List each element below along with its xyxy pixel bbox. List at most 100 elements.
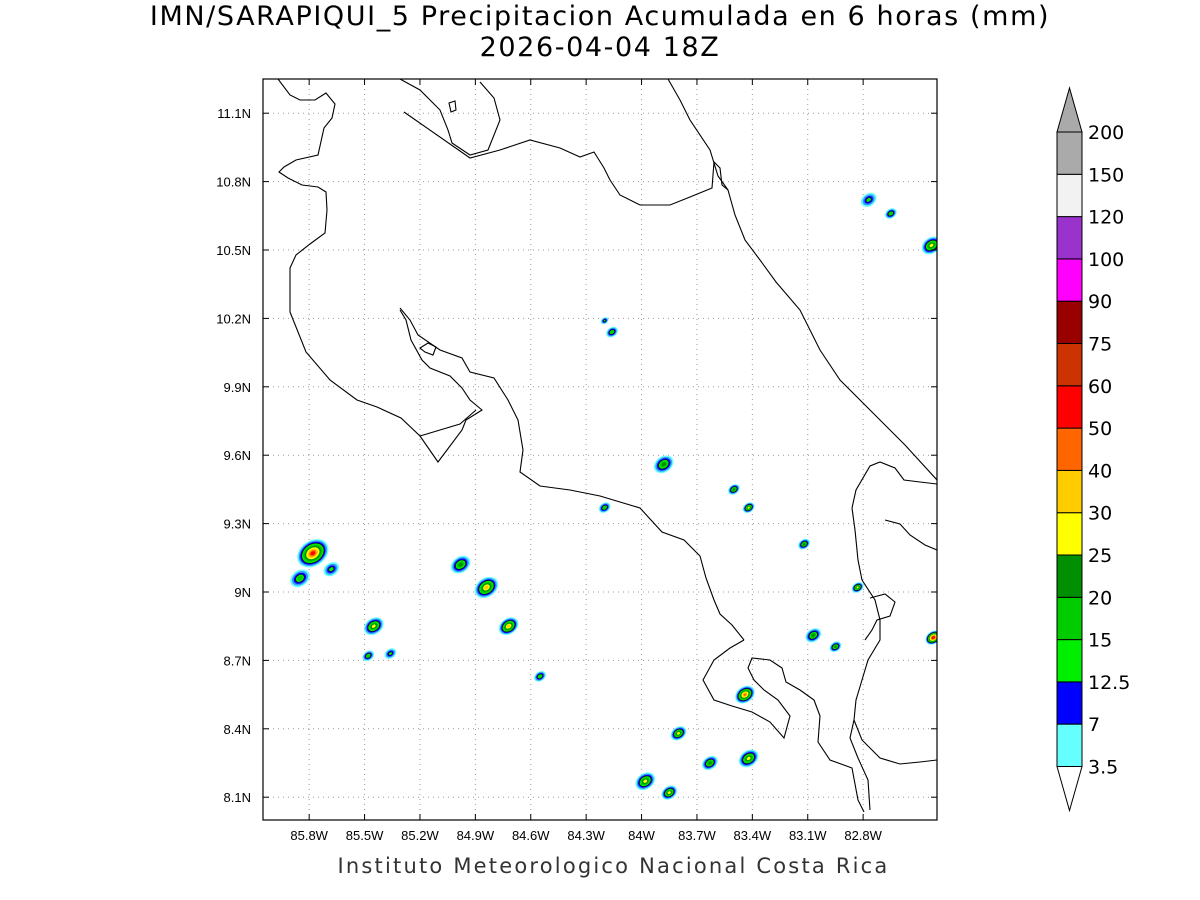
rain-contour-6 bbox=[661, 462, 666, 467]
rain-cell bbox=[860, 192, 877, 207]
credit-footer: Instituto Meteorologico Nacional Costa R… bbox=[337, 854, 890, 878]
rain-cell bbox=[364, 617, 384, 636]
rain-cell bbox=[297, 539, 329, 568]
rain-cell bbox=[534, 671, 546, 682]
rain-contour-11 bbox=[932, 636, 935, 639]
colorbar-level-label: 90 bbox=[1088, 291, 1112, 313]
rain-contour-4 bbox=[603, 319, 607, 323]
rain-cell bbox=[290, 569, 310, 588]
rain-contour-8 bbox=[484, 585, 489, 590]
colorbar-level-label: 60 bbox=[1088, 376, 1112, 398]
colorbar-level-label: 200 bbox=[1088, 122, 1124, 144]
rain-cell bbox=[653, 455, 674, 474]
rain-contour-5 bbox=[889, 212, 893, 215]
rain-contour-7 bbox=[667, 791, 671, 794]
rain-cell bbox=[323, 562, 340, 577]
colorbar-swatch bbox=[1056, 343, 1083, 387]
colorbar-level-label: 120 bbox=[1088, 207, 1124, 229]
colorbar-swatch bbox=[1056, 258, 1083, 302]
colorbar-level-label: 40 bbox=[1088, 460, 1112, 482]
rain-cell bbox=[851, 582, 864, 593]
chiriqui-lagoon-coast bbox=[864, 593, 896, 641]
colorbar-swatch bbox=[1056, 173, 1083, 218]
rain-contour-4 bbox=[388, 651, 393, 656]
rain-contour-5 bbox=[366, 654, 370, 658]
rain-contour-7 bbox=[856, 586, 859, 589]
colorbar-swatch bbox=[1056, 300, 1083, 345]
rain-contour-7 bbox=[929, 243, 934, 248]
colorbar-swatch bbox=[1056, 385, 1083, 429]
colorbar-level-label: 3.5 bbox=[1088, 757, 1118, 779]
y-tick-label: 10.5N bbox=[216, 243, 251, 258]
panama-border-south bbox=[849, 507, 881, 811]
rain-cell bbox=[598, 502, 611, 513]
rain-cell bbox=[742, 502, 755, 513]
colorbar-swatch bbox=[1056, 723, 1083, 768]
latitude-axis: 11.1N 10.8N 10.5N 10.2N 9.9N 9.6N 9.3N 9N 8.7N 8.… bbox=[216, 106, 937, 805]
y-tick-label: 8.4N bbox=[224, 722, 251, 737]
colorbar-level-label: 12.5 bbox=[1088, 672, 1130, 694]
bocas-coast bbox=[884, 519, 937, 551]
rain-cell bbox=[661, 785, 678, 800]
x-tick-label: 84.9W bbox=[457, 828, 495, 843]
colorbar-max-arrow bbox=[1056, 86, 1083, 133]
rain-contour-6 bbox=[802, 542, 806, 546]
rain-cell bbox=[474, 576, 499, 599]
rain-cell bbox=[728, 484, 740, 495]
coastline-borders bbox=[277, 79, 937, 813]
y-tick-label: 9.9N bbox=[224, 380, 251, 395]
longitude-axis: 85.8W 85.5W 85.2W 84.9W 84.6W 84.3W 84W 83.7W 83… bbox=[290, 79, 883, 843]
rain-contour-7 bbox=[746, 756, 751, 761]
x-tick-label: 84.3W bbox=[567, 828, 605, 843]
colorbar-swatch bbox=[1056, 512, 1083, 556]
rain-cell bbox=[738, 749, 759, 768]
colorbar-swatch bbox=[1056, 639, 1083, 683]
y-tick-label: 8.7N bbox=[224, 653, 251, 668]
rain-cell bbox=[884, 208, 897, 219]
rain-contour-6 bbox=[834, 645, 837, 648]
rain-contour-5 bbox=[297, 576, 303, 581]
rain-cell bbox=[600, 317, 609, 325]
rain-cell bbox=[362, 650, 375, 662]
rain-contour-9 bbox=[743, 693, 747, 696]
rain-contour-6 bbox=[732, 488, 736, 491]
x-tick-label: 83.7W bbox=[678, 828, 716, 843]
colorbar-legend: 3.5 7 12.5 15 20 25 30 40 50 60 75 90 100 120 150 200 bbox=[1056, 86, 1130, 813]
rain-contour-7 bbox=[643, 779, 648, 783]
colorbar-swatch bbox=[1056, 131, 1083, 175]
rain-contour-5 bbox=[603, 506, 607, 510]
colorbar-level-label: 15 bbox=[1088, 630, 1112, 652]
y-tick-label: 8.1N bbox=[224, 790, 251, 805]
colorbar-level-label: 75 bbox=[1088, 334, 1112, 356]
rain-contour-5 bbox=[610, 330, 614, 334]
rain-cell bbox=[702, 755, 718, 771]
colorbar-level-label: 7 bbox=[1088, 714, 1100, 736]
colorbar-swatch bbox=[1056, 596, 1083, 641]
rain-cell bbox=[606, 326, 618, 338]
y-tick-label: 9.6N bbox=[224, 448, 251, 463]
colorbar-level-label: 100 bbox=[1088, 249, 1124, 271]
y-tick-label: 11.1N bbox=[217, 106, 251, 121]
rain-cell bbox=[384, 648, 397, 659]
colorbar-swatch bbox=[1056, 216, 1083, 260]
colorbar-level-label: 20 bbox=[1088, 587, 1112, 609]
costa-rica-panama-border bbox=[851, 461, 937, 509]
nicoya-inner-coast bbox=[419, 409, 477, 437]
rain-cell bbox=[735, 685, 755, 704]
nicaragua-pacific-coast bbox=[277, 79, 483, 463]
rain-cell bbox=[670, 726, 687, 741]
rain-cell bbox=[498, 617, 519, 636]
y-tick-label: 9.3N bbox=[224, 517, 251, 532]
map-frame bbox=[262, 78, 938, 821]
rain-contour-8 bbox=[506, 624, 511, 628]
x-tick-label: 83.1W bbox=[789, 828, 827, 843]
rain-contour-7 bbox=[371, 624, 376, 628]
rain-contour-6 bbox=[458, 562, 463, 567]
colorbar-swatch bbox=[1056, 554, 1083, 598]
osa-peninsula-coast bbox=[702, 639, 865, 813]
rain-contour-10 bbox=[310, 551, 315, 556]
y-tick-label: 9N bbox=[234, 585, 251, 600]
x-tick-label: 82.8W bbox=[844, 828, 882, 843]
map-plot-area bbox=[263, 79, 937, 820]
